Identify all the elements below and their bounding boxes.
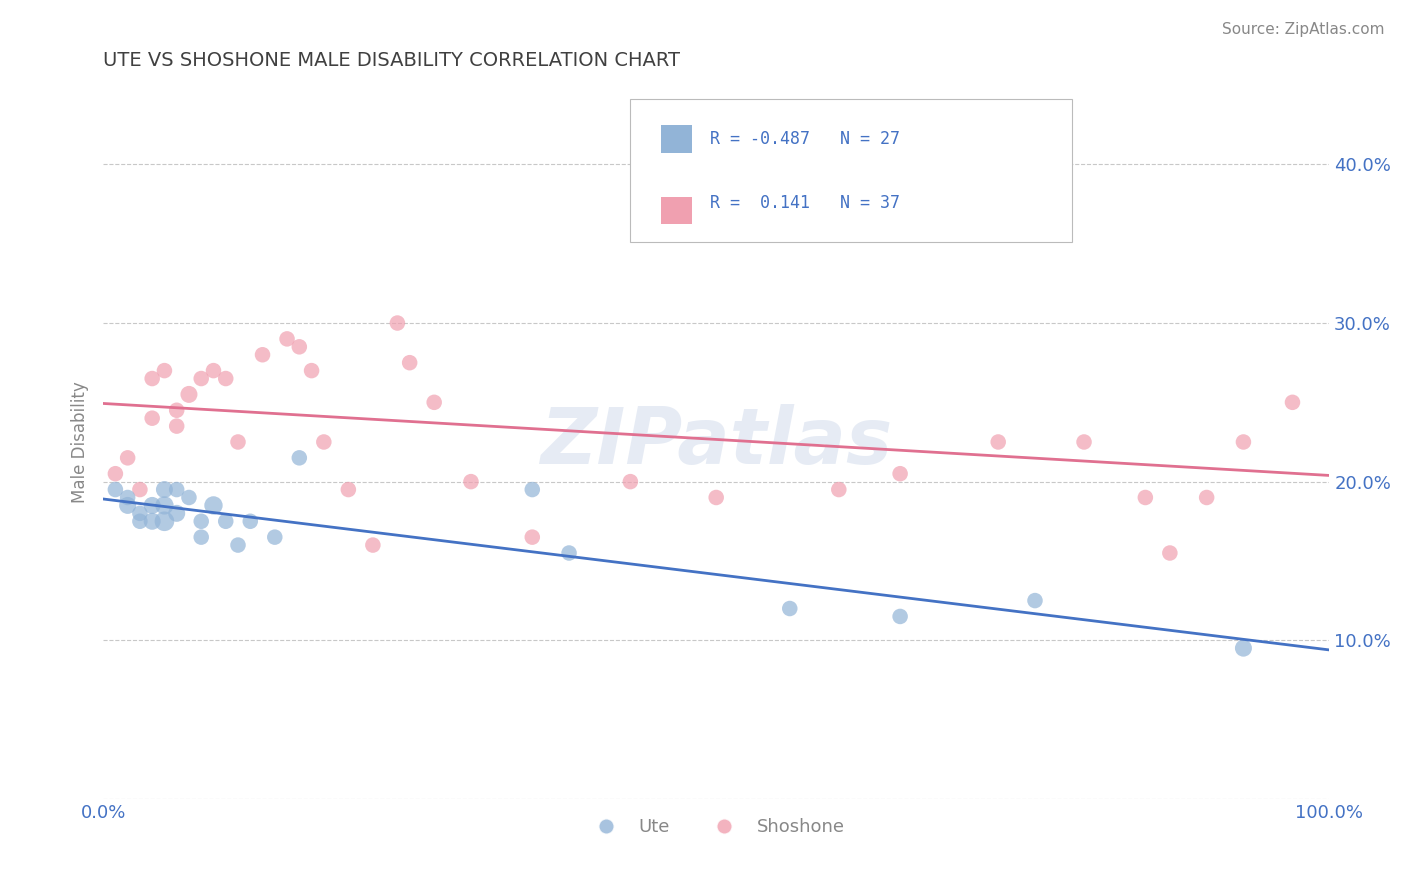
Point: [889, 609, 911, 624]
Point: [177, 491, 200, 505]
Point: [288, 340, 311, 354]
Point: [215, 371, 238, 385]
Point: [141, 499, 163, 513]
Point: [288, 450, 311, 465]
Point: [215, 514, 238, 528]
Point: [1281, 395, 1303, 409]
Legend: Ute, Shoshone: Ute, Shoshone: [581, 811, 852, 843]
Point: [387, 316, 409, 330]
Text: ZIPatlas: ZIPatlas: [540, 404, 893, 480]
Point: [226, 538, 249, 552]
Point: [104, 467, 127, 481]
Point: [1159, 546, 1181, 560]
Point: [166, 419, 188, 434]
Point: [141, 371, 163, 385]
Point: [263, 530, 285, 544]
Point: [1232, 641, 1254, 656]
Bar: [661, 197, 692, 224]
Point: [141, 514, 163, 528]
Point: [301, 363, 323, 377]
Point: [252, 348, 274, 362]
Point: [177, 387, 200, 401]
Point: [166, 483, 188, 497]
Point: [239, 514, 262, 528]
Point: [153, 363, 176, 377]
Bar: [661, 126, 692, 153]
Text: R =  0.141   N = 37: R = 0.141 N = 37: [710, 194, 900, 212]
Point: [1232, 434, 1254, 449]
Point: [141, 411, 163, 425]
Point: [828, 483, 851, 497]
Point: [704, 491, 727, 505]
Point: [166, 403, 188, 417]
Text: R = -0.487   N = 27: R = -0.487 N = 27: [710, 129, 900, 148]
Point: [117, 450, 139, 465]
Point: [153, 514, 176, 528]
Text: UTE VS SHOSHONE MALE DISABILITY CORRELATION CHART: UTE VS SHOSHONE MALE DISABILITY CORRELAT…: [103, 51, 681, 70]
Point: [337, 483, 360, 497]
Y-axis label: Male Disability: Male Disability: [72, 381, 89, 503]
Point: [1135, 491, 1157, 505]
Point: [226, 434, 249, 449]
Point: [190, 371, 212, 385]
Point: [129, 483, 152, 497]
Point: [117, 491, 139, 505]
Point: [361, 538, 384, 552]
Point: [153, 499, 176, 513]
Point: [398, 356, 420, 370]
Point: [190, 530, 212, 544]
Point: [129, 507, 152, 521]
Point: [522, 530, 544, 544]
Point: [681, 189, 703, 203]
Point: [129, 514, 152, 528]
FancyBboxPatch shape: [630, 99, 1071, 242]
Point: [1195, 491, 1218, 505]
Point: [1024, 593, 1046, 607]
Point: [312, 434, 335, 449]
Point: [276, 332, 298, 346]
Point: [423, 395, 446, 409]
Point: [202, 499, 225, 513]
Point: [889, 467, 911, 481]
Point: [202, 363, 225, 377]
Point: [987, 434, 1010, 449]
Point: [153, 483, 176, 497]
Point: [460, 475, 482, 489]
Point: [190, 514, 212, 528]
Point: [104, 483, 127, 497]
Point: [619, 475, 641, 489]
Point: [522, 483, 544, 497]
Text: Source: ZipAtlas.com: Source: ZipAtlas.com: [1222, 22, 1385, 37]
Point: [558, 546, 581, 560]
Point: [1073, 434, 1095, 449]
Point: [779, 601, 801, 615]
Point: [117, 499, 139, 513]
Point: [166, 507, 188, 521]
